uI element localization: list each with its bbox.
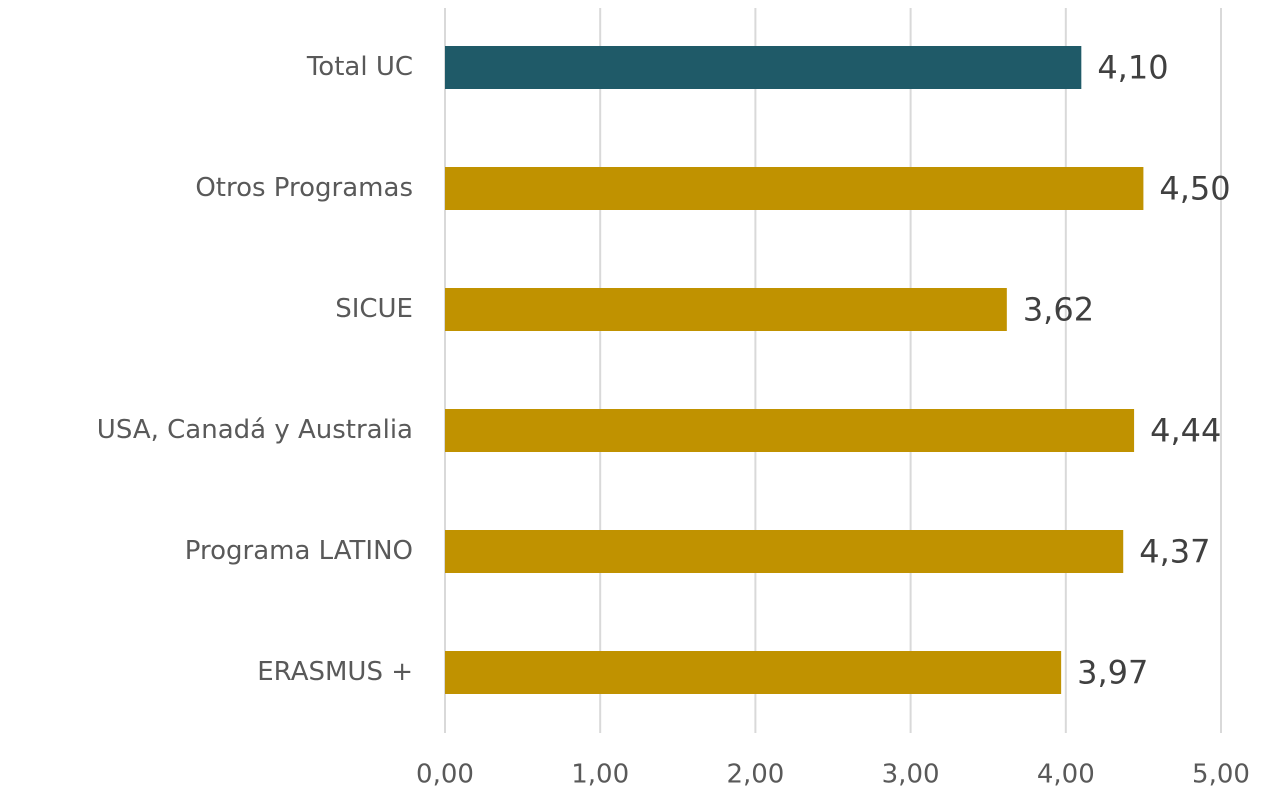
y-tick-label: USA, Canadá y Australia xyxy=(97,415,413,445)
x-tick-label: 5,00 xyxy=(1192,760,1250,790)
value-label: 3,62 xyxy=(1023,291,1094,329)
x-tick-label: 0,00 xyxy=(416,760,474,790)
bar xyxy=(445,46,1082,89)
y-tick-label: Otros Programas xyxy=(195,173,413,203)
y-tick-label: ERASMUS + xyxy=(257,657,413,687)
y-tick-label: Total UC xyxy=(306,52,413,82)
bar xyxy=(445,288,1007,331)
bar xyxy=(445,530,1124,573)
x-tick-label: 2,00 xyxy=(726,760,784,790)
y-tick-label: Programa LATINO xyxy=(185,536,413,566)
value-label: 4,50 xyxy=(1159,170,1230,208)
value-label: 4,10 xyxy=(1097,49,1168,87)
x-tick-label: 4,00 xyxy=(1037,760,1095,790)
value-label: 3,97 xyxy=(1077,654,1148,692)
value-label: 4,37 xyxy=(1139,533,1210,571)
bar xyxy=(445,167,1144,210)
x-tick-label: 1,00 xyxy=(571,760,629,790)
value-label: 4,44 xyxy=(1150,412,1221,450)
bar xyxy=(445,651,1062,694)
y-tick-label: SICUE xyxy=(335,294,413,324)
bar xyxy=(445,409,1135,452)
x-tick-label: 3,00 xyxy=(882,760,940,790)
